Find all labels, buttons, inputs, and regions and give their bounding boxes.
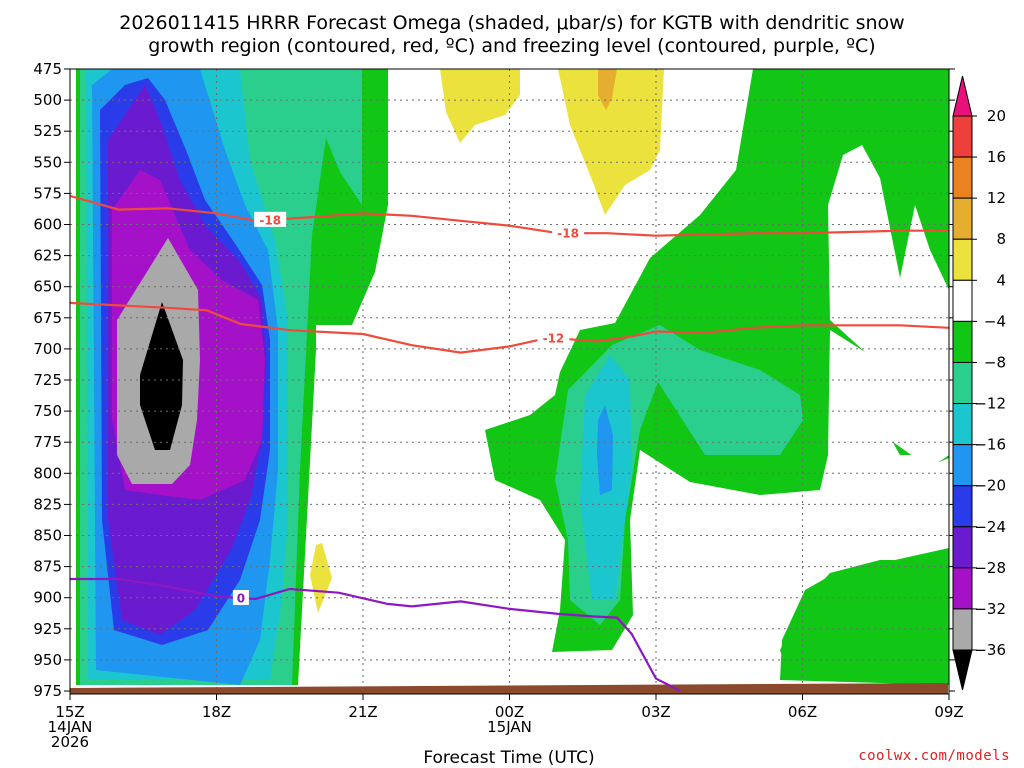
y-tick-label: 475 bbox=[33, 60, 62, 78]
omega-region-plus8 bbox=[598, 69, 617, 110]
colorbar-label: −32 bbox=[974, 600, 1006, 618]
y-tick-label: 600 bbox=[33, 216, 62, 234]
colorbar-label: 16 bbox=[987, 148, 1006, 166]
y-tick-label: 800 bbox=[33, 464, 62, 482]
y-tick-label: 750 bbox=[33, 402, 62, 420]
colorbar-label: −12 bbox=[974, 395, 1006, 413]
omega-region-white-notch bbox=[828, 145, 949, 468]
y-tick-label: 675 bbox=[33, 309, 62, 327]
omega-region-minus8-bottom-right bbox=[780, 548, 949, 685]
colorbar-label: −24 bbox=[974, 518, 1006, 536]
colorbar-box bbox=[952, 279, 973, 322]
colorbar-label: −8 bbox=[984, 353, 1006, 371]
x-tick-label: 00Z bbox=[495, 703, 524, 721]
contour-line--12 bbox=[69, 301, 950, 354]
y-tick-label: 900 bbox=[33, 589, 62, 607]
contour-lines: -18 -18 -12 0 bbox=[69, 194, 950, 692]
y-tick-label: 575 bbox=[33, 184, 62, 202]
colorbar: 20 16 12 8 4 −4 −8 −12 −16 −20 −24 −28 −32 −36 bbox=[952, 75, 1006, 691]
y-axis-pressure: 475 500 525 550 575 600 625 650 675 700 725 750 775 8… bbox=[33, 60, 955, 700]
colorbar-label: −16 bbox=[974, 436, 1006, 454]
colorbar-top-triangle bbox=[952, 75, 973, 117]
y-tick-label: 550 bbox=[33, 153, 62, 171]
colorbar-box bbox=[952, 485, 973, 528]
contour-label-bg bbox=[232, 590, 249, 606]
colorbar-label: 8 bbox=[996, 230, 1006, 248]
credit-text: coolwx.com/models bbox=[858, 748, 1010, 764]
contour-label-0: 0 bbox=[237, 592, 245, 606]
omega-region-plus4-c bbox=[310, 543, 332, 613]
y-tick-label: 625 bbox=[33, 247, 62, 265]
colorbar-label: 20 bbox=[987, 107, 1006, 125]
omega-region-white-lower bbox=[860, 458, 949, 560]
x-tick-label: 06Z bbox=[788, 703, 817, 721]
x-axis-label: Forecast Time (UTC) bbox=[423, 748, 594, 768]
colorbar-box bbox=[952, 444, 973, 487]
y-tick-label: 875 bbox=[33, 558, 62, 576]
omega-region-plus4-a bbox=[440, 69, 520, 143]
colorbar-box bbox=[952, 320, 973, 363]
colorbar-label: −4 bbox=[984, 312, 1006, 330]
colorbar-label: −36 bbox=[974, 641, 1006, 659]
y-tick-label: 525 bbox=[33, 122, 62, 140]
x-tick-label: 18Z bbox=[202, 703, 231, 721]
terrain-ground bbox=[70, 683, 948, 694]
contour-label--18: -18 bbox=[259, 213, 281, 227]
y-tick-label: 825 bbox=[33, 495, 62, 513]
x-tick-label: 15JAN bbox=[487, 718, 532, 736]
colorbar-label: −20 bbox=[974, 477, 1006, 495]
colorbar-label: −28 bbox=[974, 559, 1006, 577]
contour-label-bg bbox=[537, 330, 570, 346]
x-tick-label: 21Z bbox=[348, 703, 377, 721]
contour-line--18 bbox=[69, 194, 949, 237]
y-tick-label: 775 bbox=[33, 433, 62, 451]
colorbar-box bbox=[952, 238, 973, 281]
gridlines bbox=[70, 69, 949, 694]
y-tick-label: 700 bbox=[33, 340, 62, 358]
y-tick-label: 500 bbox=[33, 91, 62, 109]
colorbar-box bbox=[952, 197, 973, 240]
x-tick-label: 15Z bbox=[55, 703, 84, 721]
omega-region-minus20-b bbox=[597, 405, 613, 495]
y-tick-label: 725 bbox=[33, 371, 62, 389]
y-tick-label: 925 bbox=[33, 620, 62, 638]
contour-label--18: -18 bbox=[557, 227, 579, 241]
y-tick-label: 850 bbox=[33, 527, 62, 545]
y-tick-label: 650 bbox=[33, 278, 62, 296]
colorbar-label: 12 bbox=[987, 189, 1006, 207]
colorbar-box bbox=[952, 567, 973, 610]
x-tick-label: 14JAN bbox=[48, 718, 93, 736]
x-tick-label: 03Z bbox=[641, 703, 670, 721]
colorbar-box bbox=[952, 403, 973, 446]
contour-label--12: -12 bbox=[543, 332, 565, 346]
chart-title-line1: 2026011415 HRRR Forecast Omega (shaded, … bbox=[119, 12, 904, 34]
contour-label-bg bbox=[552, 225, 585, 241]
plot-area: -18 -18 -12 0 bbox=[69, 68, 950, 695]
x-tick-label: 09Z bbox=[934, 703, 963, 721]
colorbar-bottom-triangle bbox=[952, 649, 973, 691]
x-tick-label: 2026 bbox=[51, 733, 89, 751]
colorbar-box bbox=[952, 608, 973, 651]
colorbar-box bbox=[952, 156, 973, 199]
colorbar-box bbox=[952, 526, 973, 569]
y-tick-label: 950 bbox=[33, 651, 62, 669]
contour-label-bg bbox=[254, 211, 287, 227]
omega-region-below-minus36 bbox=[140, 302, 183, 450]
colorbar-box bbox=[952, 361, 973, 405]
omega-region-plus4-b bbox=[558, 69, 664, 215]
chart-title-line2: growth region (contoured, red, ºC) and f… bbox=[148, 35, 875, 57]
contour-line-0 bbox=[70, 577, 681, 692]
colorbar-box bbox=[952, 115, 973, 158]
y-tick-label: 975 bbox=[33, 682, 62, 700]
colorbar-label: 4 bbox=[996, 271, 1006, 289]
